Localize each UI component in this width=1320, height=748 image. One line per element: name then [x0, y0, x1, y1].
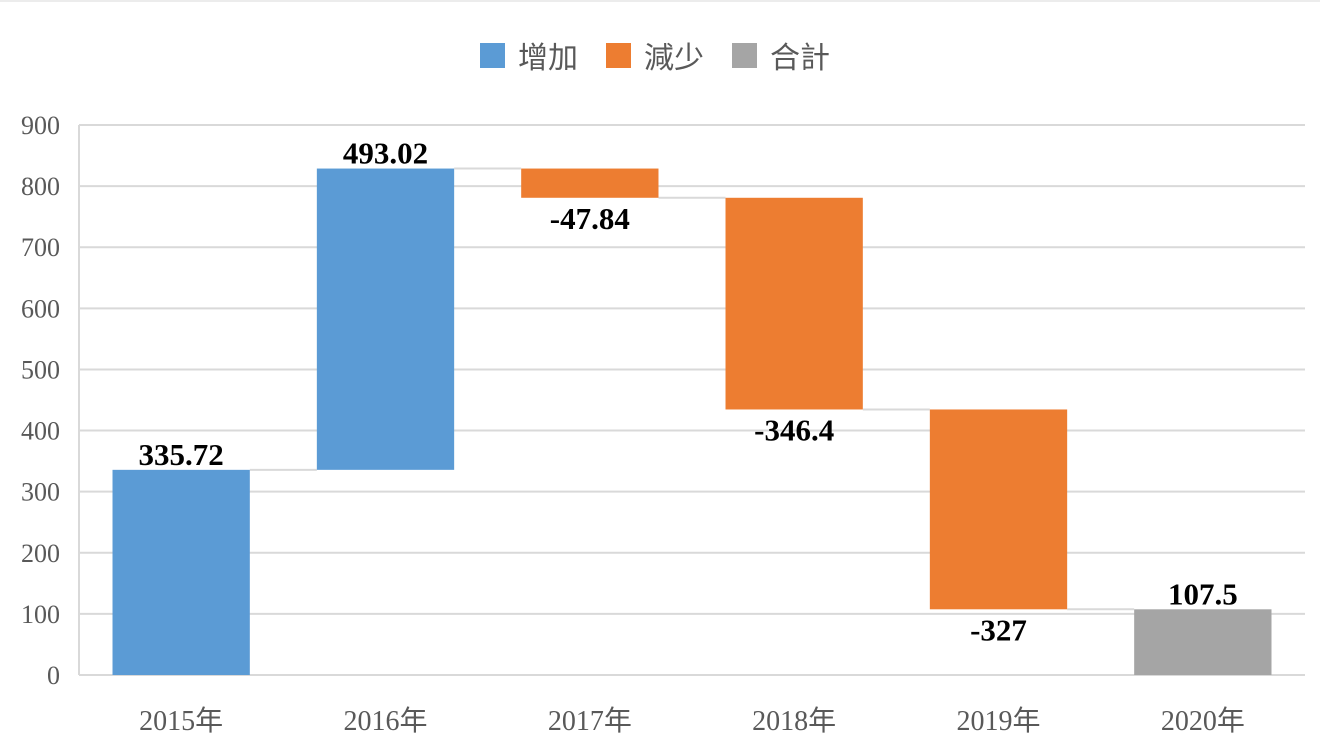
data-label-2016年: 493.02 — [343, 136, 428, 171]
bar-2018年 — [725, 197, 863, 410]
bar-2019年 — [929, 409, 1068, 610]
x-tick-label: 2019年 — [956, 705, 1040, 737]
bar-2016年 — [316, 168, 455, 470]
legend: 增加 減少 合計 — [480, 41, 830, 76]
x-tick-label: 2016年 — [343, 705, 427, 737]
bar-2020年 — [1134, 609, 1272, 675]
legend-swatch-total — [732, 43, 757, 68]
data-label-2020年: 107.5 — [1168, 576, 1238, 611]
y-tick-label: 0 — [47, 661, 60, 690]
y-tick-label: 800 — [21, 172, 60, 201]
legend-label-decrease: 減少 — [644, 41, 704, 76]
y-tick-label: 500 — [21, 355, 60, 384]
legend-swatch-decrease — [606, 43, 631, 68]
legend-swatch-increase — [480, 43, 505, 68]
y-tick-label: 200 — [21, 539, 60, 568]
connector-lines — [249, 167, 1135, 611]
x-tick-label: 2018年 — [752, 705, 836, 737]
y-tick-label: 900 — [21, 111, 60, 140]
y-axis: 0 100 200 300 400 500 600 700 800 900 — [21, 111, 60, 690]
x-tick-label: 2020年 — [1161, 705, 1245, 737]
data-label-2015年: 335.72 — [139, 437, 224, 472]
y-tick-label: 100 — [21, 600, 60, 629]
gridlines — [78, 124, 1305, 676]
x-tick-label: 2015年 — [139, 705, 223, 737]
y-tick-label: 700 — [21, 233, 60, 262]
y-tick-label: 400 — [21, 417, 60, 446]
bars — [112, 168, 1272, 675]
y-tick-label: 300 — [21, 478, 60, 507]
legend-label-increase: 增加 — [518, 41, 578, 76]
data-label-2019年: -327 — [970, 612, 1027, 647]
y-tick-label: 600 — [21, 294, 60, 323]
data-label-2018年: -346.4 — [754, 412, 834, 447]
data-label-2017年: -47.84 — [550, 201, 630, 236]
x-axis: 2015年 2016年 2017年 2018年 2019年 2020年 — [139, 705, 1245, 737]
legend-label-total: 合計 — [770, 41, 830, 76]
bar-2017年 — [521, 168, 659, 198]
data-labels: 335.72 493.02 -47.84 -346.4 -327 107.5 — [139, 136, 1238, 648]
bar-2015年 — [112, 469, 250, 675]
x-tick-label: 2017年 — [548, 705, 632, 737]
